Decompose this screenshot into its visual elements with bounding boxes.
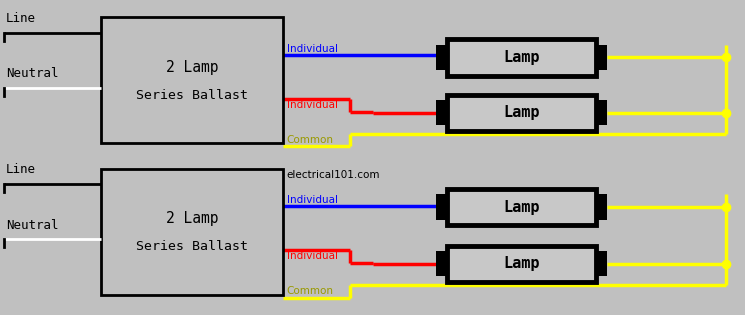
Text: Lamp: Lamp [504,50,539,65]
Text: 2 Lamp: 2 Lamp [165,211,218,226]
Bar [447,39,596,76]
Text: Neutral: Neutral [6,219,58,232]
Text: Lamp: Lamp [504,200,539,215]
Bar [436,100,447,125]
Bar [436,251,447,277]
Bar [596,45,607,70]
Text: Line: Line [6,163,36,176]
Text: Lamp: Lamp [504,105,539,120]
Bar [436,194,447,220]
Text: Individual: Individual [287,44,337,54]
Bar [447,94,596,131]
Text: Line: Line [6,12,36,25]
Bar [447,189,596,225]
Bar [101,169,283,295]
Bar [447,246,596,282]
Text: Common: Common [287,286,334,296]
Text: Individual: Individual [287,100,337,110]
Bar [436,45,447,70]
Text: Common: Common [287,135,334,145]
Text: Neutral: Neutral [6,67,58,80]
Text: electrical101.com: electrical101.com [287,170,381,180]
Bar [596,194,607,220]
Bar [101,17,283,143]
Text: Individual: Individual [287,251,337,261]
Text: Lamp: Lamp [504,256,539,271]
Text: Individual: Individual [287,195,337,205]
Bar [596,100,607,125]
Text: 2 Lamp: 2 Lamp [165,60,218,75]
Bar [596,251,607,277]
Text: Series Ballast: Series Ballast [136,240,248,253]
Text: Series Ballast: Series Ballast [136,89,248,102]
